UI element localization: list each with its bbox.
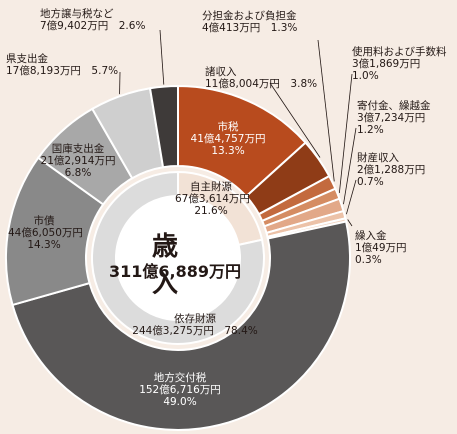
slice-label-prefectural-subsidy: 県支出金 17億8,193万円 5.7% — [6, 53, 119, 77]
slice-label-misc-revenue: 諸収入 11億8,004万円 3.8% — [205, 66, 318, 90]
slice-label-local-allocation-tax: 地方交付税 152億6,716万円 49.0% — [139, 372, 221, 408]
slice-label-donations: 寄付金、繰越金 3億7,234万円 1.2% — [357, 100, 431, 136]
inner-ring-segment-1 — [91, 170, 265, 345]
slice-label-transfers: 繰入金 1億49万円 0.3% — [355, 230, 407, 266]
leader-line-2 — [317, 39, 335, 182]
leader-line-11 — [159, 29, 165, 85]
leader-line-5 — [346, 179, 357, 215]
leader-line-1 — [269, 82, 321, 158]
slice-label-property-income: 財産収入 2億1,288万円 0.7% — [357, 152, 426, 188]
center-title: 歳 入 — [151, 232, 245, 299]
slice-label-national-subsidy: 国庫支出金 21億2,914万円 6.8% — [40, 143, 116, 179]
center-total-amount: 311億6,889万円 — [108, 262, 241, 281]
slice-11 — [148, 84, 179, 169]
slice-label-fees: 使用料および手数料 3億1,869万円 1.0% — [352, 46, 447, 82]
slice-7 — [11, 220, 351, 431]
slice-label-municipal-bonds: 市債 44億6,050万円 14.3% — [8, 215, 83, 251]
donut-center — [116, 196, 240, 320]
leader-line-6 — [347, 219, 353, 227]
slice-label-city-tax: 市税 41億4,757万円 13.3% — [190, 121, 266, 157]
inner-label-own-revenue: 自主財源 67億3,614万円 21.6% — [175, 181, 250, 217]
slice-label-local-transfer-tax: 地方譲与税など 7億9,402万円 2.6% — [40, 8, 146, 32]
leader-line-3 — [338, 73, 353, 193]
leader-line-4 — [343, 127, 357, 205]
slice-label-contributions: 分担金および負担金 4億413万円 1.3% — [202, 10, 298, 34]
inner-label-dependent-revenue: 依存財源 244億3,275万円 78.4% — [132, 313, 258, 337]
